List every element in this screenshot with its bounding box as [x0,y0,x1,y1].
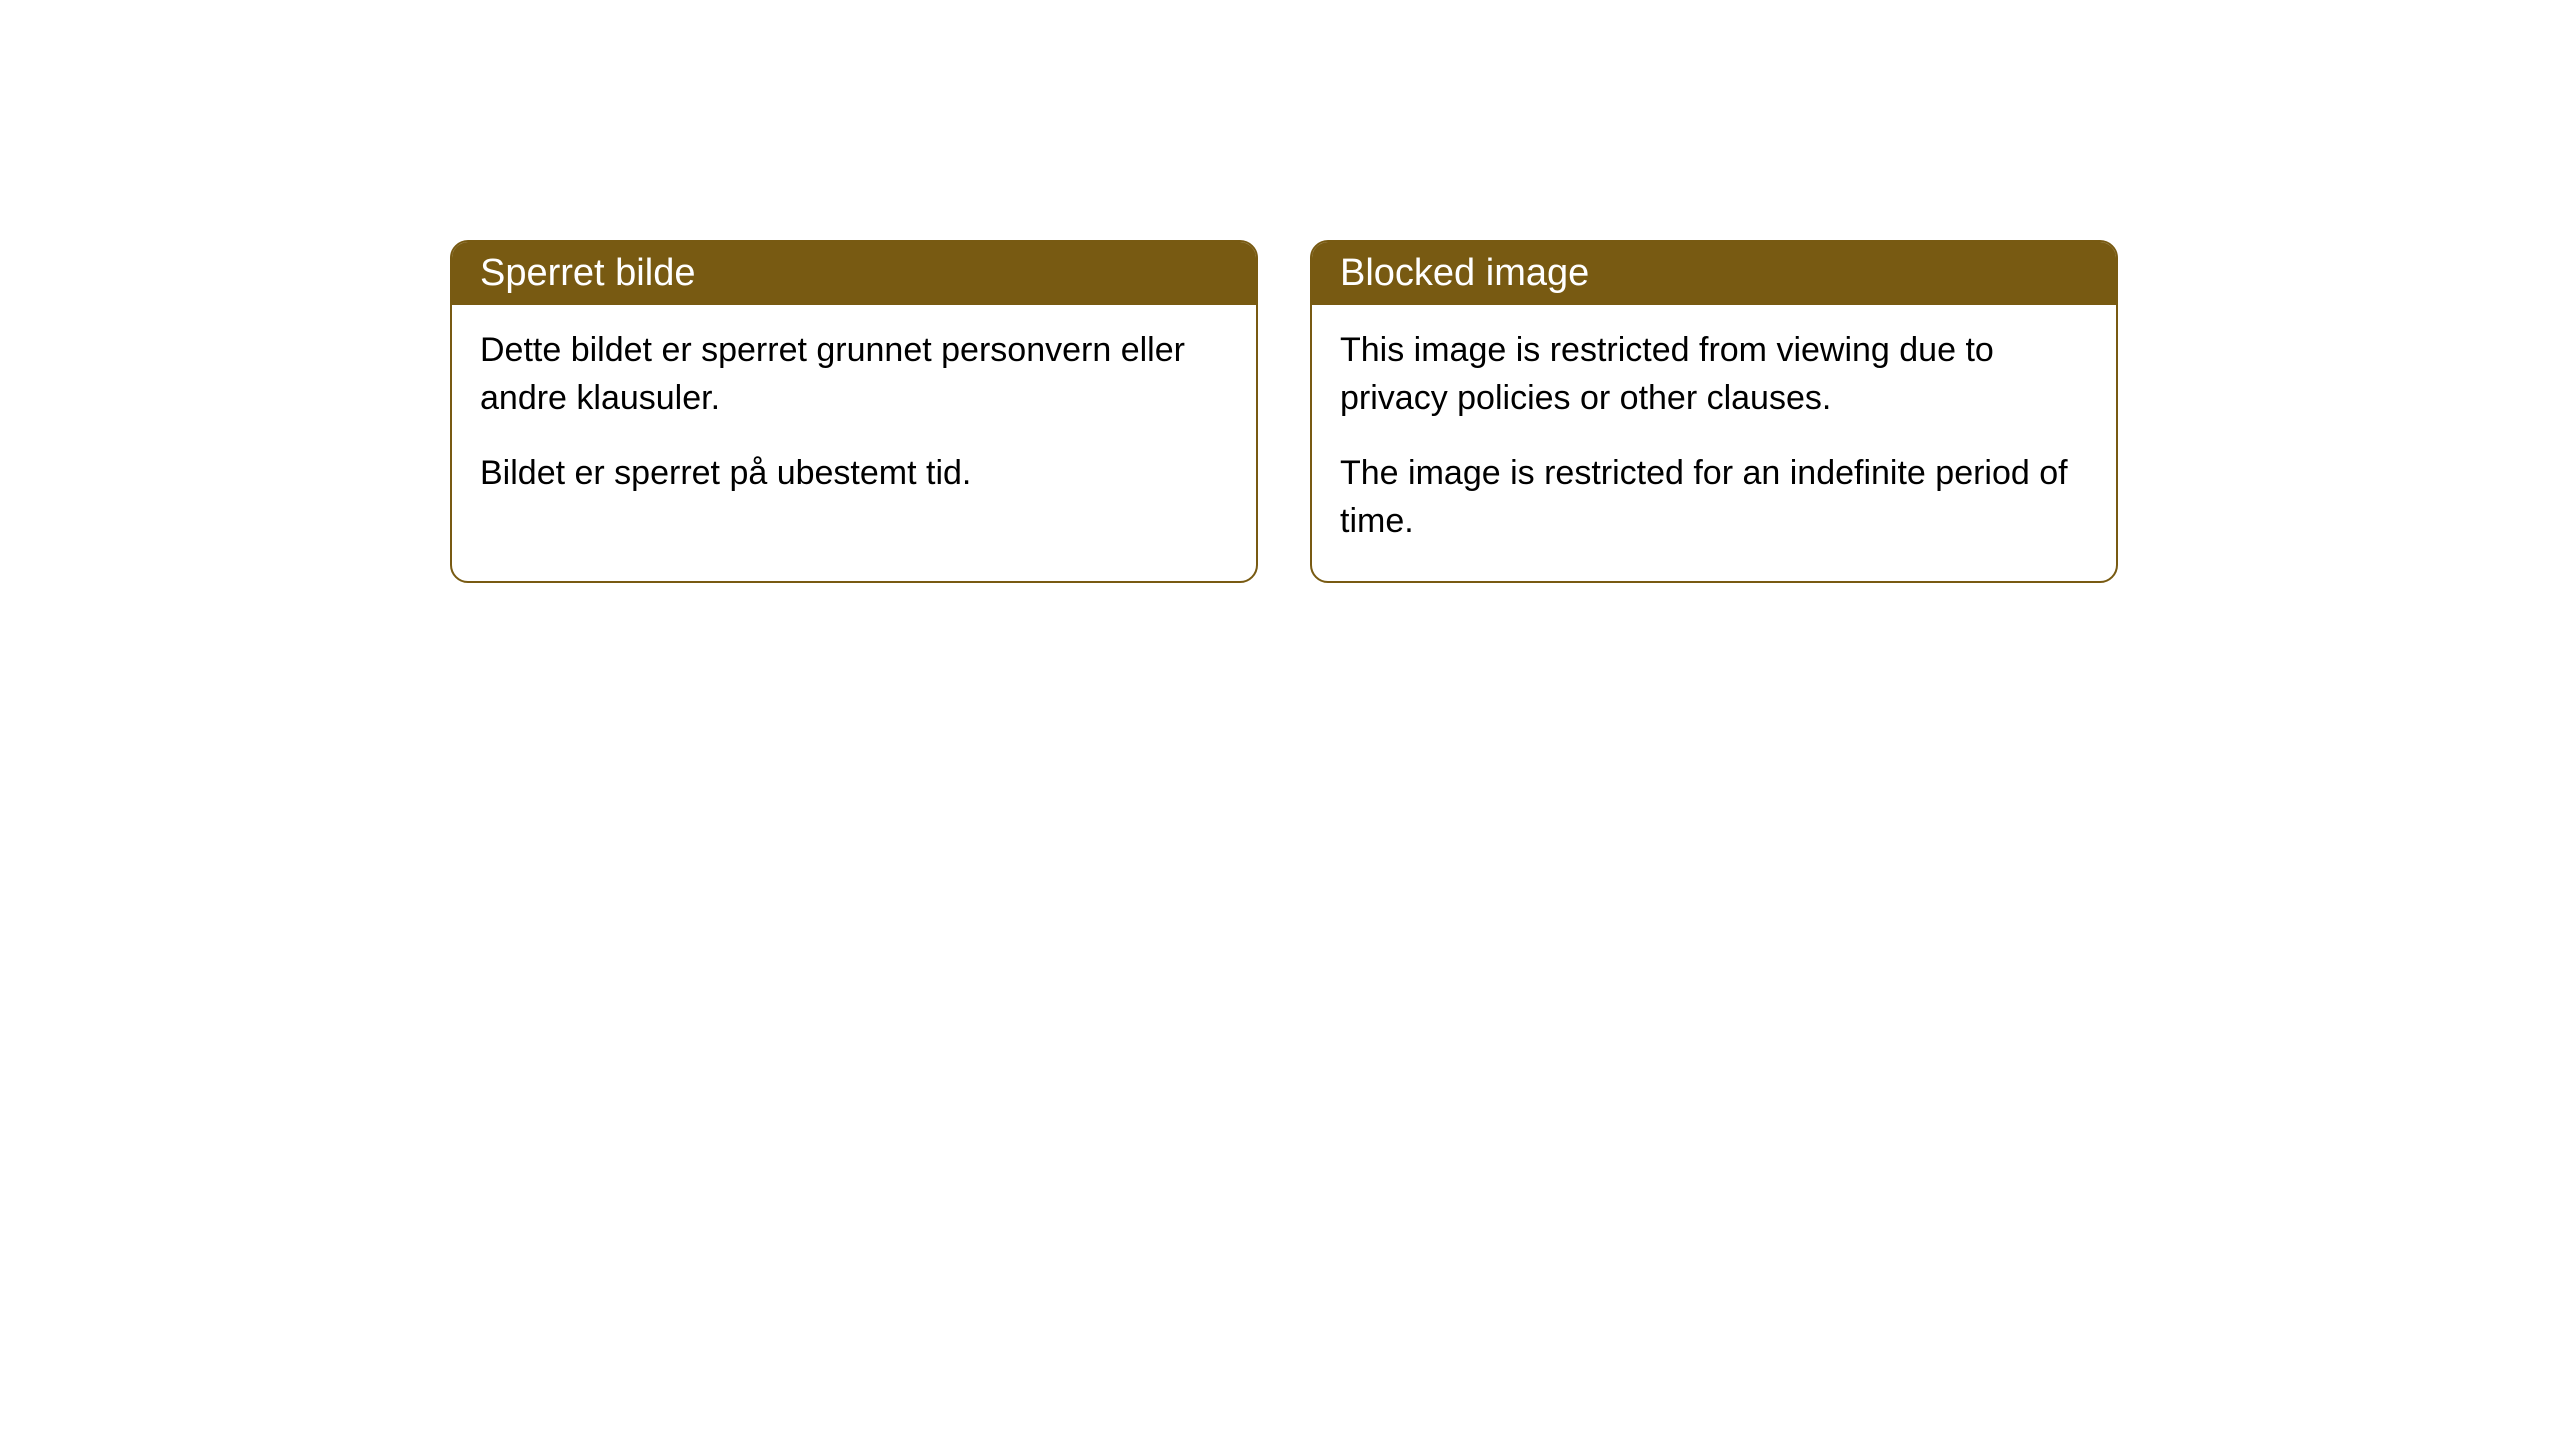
notice-body-english: This image is restricted from viewing du… [1312,305,2116,581]
notice-paragraph-2-english: The image is restricted for an indefinit… [1340,450,2088,545]
notice-header-norwegian: Sperret bilde [452,242,1256,305]
notice-card-norwegian: Sperret bilde Dette bildet er sperret gr… [450,240,1258,583]
notice-body-norwegian: Dette bildet er sperret grunnet personve… [452,305,1256,534]
notice-paragraph-1-norwegian: Dette bildet er sperret grunnet personve… [480,327,1228,422]
notice-header-english: Blocked image [1312,242,2116,305]
notice-paragraph-2-norwegian: Bildet er sperret på ubestemt tid. [480,450,1228,498]
notice-cards-container: Sperret bilde Dette bildet er sperret gr… [450,240,2118,583]
notice-paragraph-1-english: This image is restricted from viewing du… [1340,327,2088,422]
notice-card-english: Blocked image This image is restricted f… [1310,240,2118,583]
